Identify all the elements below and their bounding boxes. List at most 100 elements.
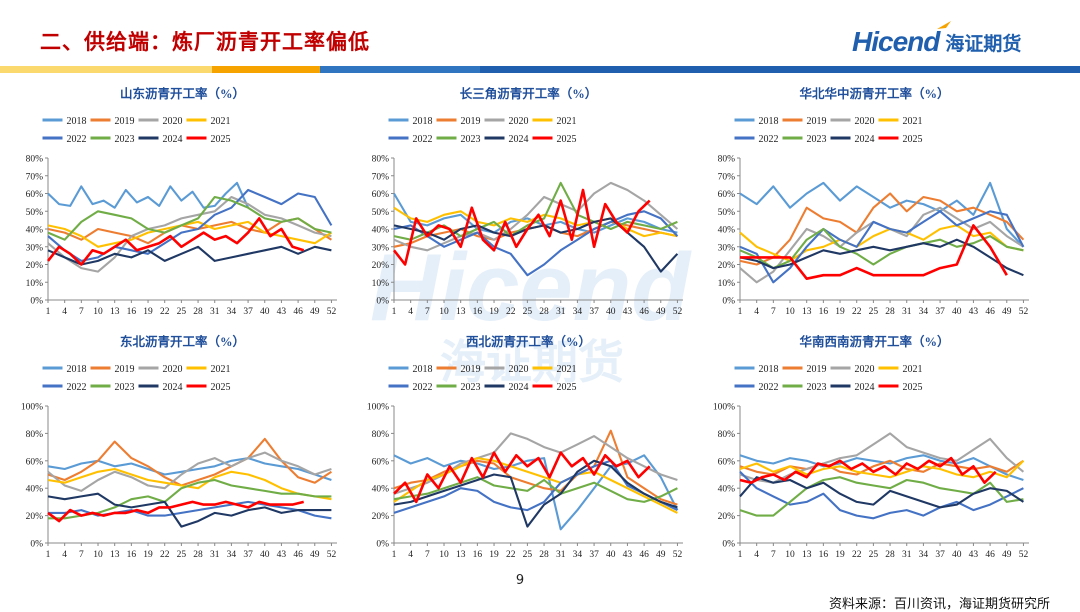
- x-tick-label: 46: [293, 550, 303, 560]
- legend-item-2022: 2022: [734, 134, 779, 145]
- legend-item-2024: 2024: [484, 134, 529, 145]
- legend-item-2025: 2025: [878, 382, 923, 393]
- x-tick-label: 7: [425, 307, 430, 317]
- legend-item-2023: 2023: [436, 134, 481, 145]
- y-tick-label: 60%: [372, 190, 390, 200]
- legend-item-2024: 2024: [830, 134, 875, 145]
- logo-swoosh-icon: [937, 21, 951, 29]
- y-tick-label: 40%: [372, 485, 390, 495]
- legend-label: 2019: [461, 116, 481, 127]
- series-line-2018: [47, 181, 250, 209]
- series-line-2020: [739, 206, 1024, 284]
- data-source: 资料来源：百川资讯，海证期货研究所: [828, 597, 1050, 612]
- x-tick-label: 49: [1002, 550, 1012, 560]
- legend-label: 2024: [509, 134, 529, 145]
- x-tick-label: 1: [738, 550, 743, 560]
- legend-label: 2025: [211, 382, 231, 393]
- x-tick-label: 43: [623, 307, 633, 317]
- legend-item-2025: 2025: [532, 382, 577, 393]
- page-title: 二、供给端：炼厂沥青开工率偏低: [40, 30, 370, 54]
- series-line-2021: [47, 220, 332, 248]
- chart-title: 东北沥青开工率（%）: [120, 334, 245, 349]
- x-tick-label: 49: [310, 550, 320, 560]
- x-tick-label: 52: [327, 550, 337, 560]
- x-tick-label: 49: [656, 550, 666, 560]
- x-tick-label: 25: [869, 307, 879, 317]
- y-tick-label: 100%: [713, 403, 735, 413]
- chart-title: 华北华中沥青开工率（%）: [799, 86, 949, 101]
- legend-label: 2022: [759, 382, 779, 393]
- x-tick-label: 25: [523, 307, 533, 317]
- series-line-2023: [47, 195, 332, 241]
- y-tick-label: 0%: [30, 297, 43, 307]
- x-tick-label: 43: [277, 307, 287, 317]
- series-line-2022: [739, 210, 1025, 284]
- y-tick-label: 20%: [26, 512, 44, 522]
- legend-label: 2018: [759, 364, 779, 375]
- legend-label: 2021: [557, 364, 577, 375]
- x-tick-label: 22: [160, 307, 170, 317]
- x-tick-label: 31: [556, 307, 566, 317]
- y-tick-label: 80%: [718, 430, 736, 440]
- series-line-2022: [393, 210, 679, 277]
- legend-label: 2020: [163, 116, 183, 127]
- y-tick-label: 100%: [367, 403, 389, 413]
- x-tick-label: 49: [1002, 307, 1012, 317]
- legend-label: 2021: [211, 364, 231, 375]
- x-tick-label: 43: [969, 307, 979, 317]
- x-tick-label: 10: [93, 550, 103, 560]
- company-logo: Hicend 海证期货: [852, 21, 1021, 58]
- legend-item-2019: 2019: [782, 364, 827, 375]
- legend-item-2019: 2019: [436, 116, 481, 127]
- legend-label: 2022: [67, 134, 87, 145]
- x-tick-label: 16: [127, 550, 137, 560]
- x-tick-label: 28: [885, 307, 895, 317]
- x-tick-label: 19: [143, 550, 153, 560]
- x-tick-label: 49: [656, 307, 666, 317]
- y-tick-label: 60%: [26, 190, 44, 200]
- legend-item-2024: 2024: [138, 382, 183, 393]
- x-tick-label: 10: [439, 550, 449, 560]
- y-tick-label: 20%: [718, 512, 736, 522]
- y-tick-label: 70%: [26, 172, 44, 182]
- y-tick-label: 30%: [26, 243, 44, 253]
- legend-label: 2023: [115, 382, 135, 393]
- chart-legend: 2018 2019 2020 2021 2022 2023 2024 2025: [42, 116, 231, 145]
- legend-item-2019: 2019: [782, 116, 827, 127]
- legend-label: 2024: [855, 382, 875, 393]
- series-line-2018: [47, 457, 332, 481]
- legend-item-2021: 2021: [878, 364, 923, 375]
- series-line-2021: [393, 457, 678, 514]
- legend-label: 2022: [759, 134, 779, 145]
- x-tick-label: 37: [935, 550, 945, 560]
- x-tick-label: 46: [985, 307, 995, 317]
- x-tick-label: 31: [902, 307, 912, 317]
- y-tick-label: 20%: [372, 261, 390, 271]
- legend-item-2023: 2023: [436, 382, 481, 393]
- x-axis: 1 4 7 10 13 16 19 22 25 28 31 34 37 40 43 46 49 52: [738, 542, 1029, 560]
- series-line-2022: [393, 459, 678, 514]
- legend-item-2018: 2018: [42, 116, 87, 127]
- x-tick-label: 37: [589, 307, 599, 317]
- y-tick-label: 30%: [372, 243, 390, 253]
- legend-item-2020: 2020: [830, 116, 875, 127]
- y-axis: 0% 10% 20% 30% 40% 50% 60% 70% 80%: [372, 155, 395, 307]
- legend-label: 2020: [163, 364, 183, 375]
- y-tick-label: 0%: [376, 540, 389, 550]
- chart-legend: 2018 2019 2020 2021 2022 2023 2024 2025: [734, 364, 923, 393]
- y-tick-label: 0%: [376, 297, 389, 307]
- legend-label: 2022: [413, 134, 433, 145]
- chart-legend: 2018 2019 2020 2021 2022 2023 2024 2025: [388, 364, 577, 393]
- x-tick-label: 19: [835, 307, 845, 317]
- legend-item-2020: 2020: [484, 364, 529, 375]
- legend-item-2023: 2023: [90, 382, 135, 393]
- x-tick-label: 25: [523, 550, 533, 560]
- x-tick-label: 43: [969, 550, 979, 560]
- legend-item-2020: 2020: [830, 364, 875, 375]
- y-tick-label: 80%: [26, 155, 44, 165]
- y-tick-label: 60%: [26, 457, 44, 467]
- x-tick-label: 16: [473, 550, 483, 560]
